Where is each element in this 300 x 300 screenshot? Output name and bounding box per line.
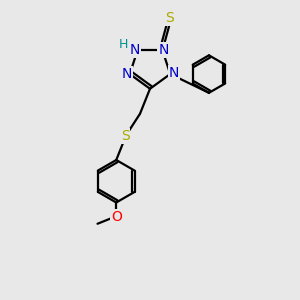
Text: S: S <box>166 11 174 25</box>
Text: H: H <box>119 38 128 51</box>
Text: N: N <box>159 43 169 57</box>
Text: O: O <box>111 211 122 224</box>
Text: S: S <box>121 129 129 143</box>
Text: N: N <box>129 43 140 57</box>
Text: N: N <box>122 67 132 81</box>
Text: N: N <box>169 66 179 80</box>
